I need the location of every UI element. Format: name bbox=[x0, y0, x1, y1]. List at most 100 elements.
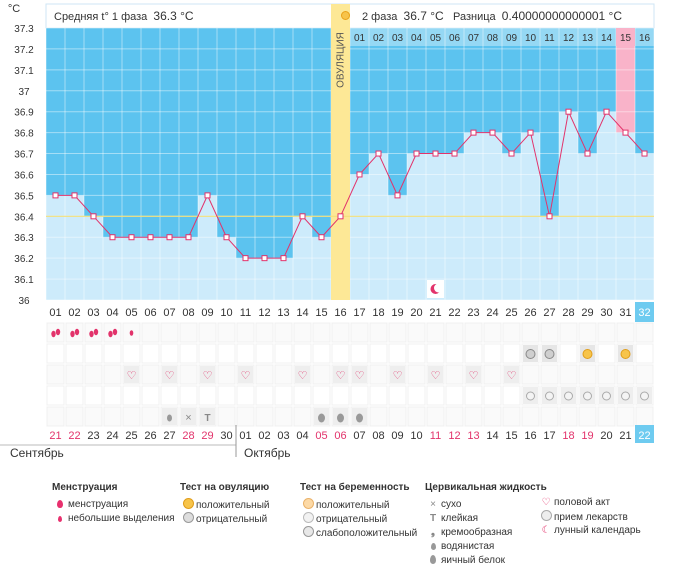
marker-cell bbox=[502, 343, 521, 364]
marker-cell bbox=[160, 322, 179, 343]
phase2-day-label: 10 bbox=[525, 33, 537, 44]
heart-icon: ♡ bbox=[241, 370, 251, 382]
date-label: 11 bbox=[430, 430, 441, 442]
date-label: 30 bbox=[220, 430, 232, 442]
marker-cell bbox=[255, 322, 274, 343]
y-tick-label: 36.6 bbox=[14, 170, 34, 181]
month-october: Октябрь bbox=[244, 446, 291, 460]
date-label: 24 bbox=[106, 430, 118, 442]
egg-white-icon bbox=[337, 413, 344, 423]
day-label: 26 bbox=[524, 307, 536, 319]
date-label: 07 bbox=[353, 430, 365, 442]
marker-cell bbox=[635, 364, 654, 385]
sex-cell bbox=[352, 366, 367, 383]
date-label: 04 bbox=[296, 430, 308, 442]
egg-white-icon bbox=[425, 554, 441, 568]
phase2-day-label: 07 bbox=[468, 33, 480, 44]
y-tick-label: 36.5 bbox=[14, 191, 34, 202]
marker-cell bbox=[293, 322, 312, 343]
positive-test-icon bbox=[620, 349, 631, 359]
temperature-bar bbox=[84, 216, 103, 300]
temperature-bar bbox=[236, 258, 255, 300]
marker-cell bbox=[122, 406, 141, 427]
marker-cell bbox=[388, 385, 407, 406]
marker-cell bbox=[236, 343, 255, 364]
date-label: 09 bbox=[391, 430, 403, 442]
phase2-day-label: 04 bbox=[411, 33, 423, 44]
temperature-bar bbox=[540, 216, 559, 300]
menstruation-icon bbox=[55, 328, 61, 336]
marker-cell bbox=[179, 343, 198, 364]
marker-cell bbox=[635, 406, 654, 427]
marker-cell bbox=[217, 385, 236, 406]
date-label: 27 bbox=[163, 430, 175, 442]
marker-cell bbox=[369, 364, 388, 385]
temperature-point bbox=[394, 192, 401, 199]
marker-cell bbox=[559, 322, 578, 343]
temperature-bar bbox=[122, 237, 141, 300]
marker-cell bbox=[103, 343, 122, 364]
marker-cell bbox=[84, 322, 103, 343]
marker-cell bbox=[103, 322, 122, 343]
date-label: 26 bbox=[144, 430, 156, 442]
marker-cell bbox=[350, 343, 369, 364]
marker-cell bbox=[597, 322, 616, 343]
temperature-point bbox=[261, 255, 268, 262]
sex-cell bbox=[390, 366, 405, 383]
marker-cell bbox=[141, 385, 160, 406]
day-label: 18 bbox=[372, 307, 384, 319]
marker-cell bbox=[122, 343, 141, 364]
phase2-day-label: 09 bbox=[506, 33, 518, 44]
date-label: 15 bbox=[505, 430, 517, 442]
day-label: 09 bbox=[201, 307, 213, 319]
marker-cell bbox=[502, 322, 521, 343]
marker-cell bbox=[426, 385, 445, 406]
marker-cell bbox=[236, 406, 255, 427]
day-label: 04 bbox=[106, 307, 118, 319]
legend-pregnancy-test: Тест на беременность положительный отриц… bbox=[300, 482, 418, 541]
y-tick-label: 37 bbox=[18, 87, 30, 98]
marker-cell bbox=[65, 322, 84, 343]
marker-cell bbox=[236, 322, 255, 343]
sun-icon bbox=[338, 4, 352, 28]
date-label: 23 bbox=[87, 430, 99, 442]
date-label: 25 bbox=[125, 430, 137, 442]
marker-cell bbox=[521, 322, 540, 343]
date-label: 02 bbox=[258, 430, 270, 442]
sex-cell bbox=[124, 366, 139, 383]
watery-icon bbox=[425, 540, 441, 554]
legend-ovulation-test: Тест на овуляцию положительный отрицател… bbox=[180, 482, 270, 525]
marker-cell bbox=[331, 322, 350, 343]
bbt-chart: ОВУЛЯЦИЯ °C 37.3 37.2 37.1 37 36.9 36.8 36.7 36.6… bbox=[0, 3, 655, 457]
marker-cell bbox=[407, 385, 426, 406]
pregnancy-negative-icon bbox=[300, 512, 316, 527]
marker-cell bbox=[84, 364, 103, 385]
legend-menstruation: Менструация менструация небольшие выделе… bbox=[52, 482, 175, 524]
marker-cell bbox=[578, 322, 597, 343]
y-unit-label: °C bbox=[8, 3, 20, 15]
marker-cell bbox=[483, 322, 502, 343]
temperature-point bbox=[128, 234, 135, 241]
day-label: 03 bbox=[87, 307, 99, 319]
menstruation-icon bbox=[89, 330, 94, 338]
temperature-point bbox=[318, 234, 325, 241]
day-label: 19 bbox=[391, 307, 403, 319]
sticky-icon: T bbox=[204, 413, 210, 424]
y-tick-label: 37.2 bbox=[14, 45, 34, 56]
marker-cell bbox=[46, 385, 65, 406]
day-label: 25 bbox=[505, 307, 517, 319]
y-tick-label: 36.7 bbox=[14, 150, 34, 161]
day-label: 31 bbox=[619, 307, 631, 319]
temperature-point bbox=[508, 150, 515, 157]
temperature-point bbox=[242, 255, 249, 262]
date-label: 19 bbox=[581, 430, 593, 442]
temperature-point bbox=[413, 150, 420, 157]
marker-cell bbox=[483, 406, 502, 427]
menstruation-icon bbox=[108, 330, 113, 338]
temperature-point bbox=[299, 213, 306, 220]
marker-cell bbox=[635, 343, 654, 364]
pregnancy-weak-icon bbox=[300, 526, 316, 541]
menstruation-icon bbox=[52, 498, 68, 512]
temperature-point bbox=[375, 150, 382, 157]
day-label: 02 bbox=[68, 307, 80, 319]
